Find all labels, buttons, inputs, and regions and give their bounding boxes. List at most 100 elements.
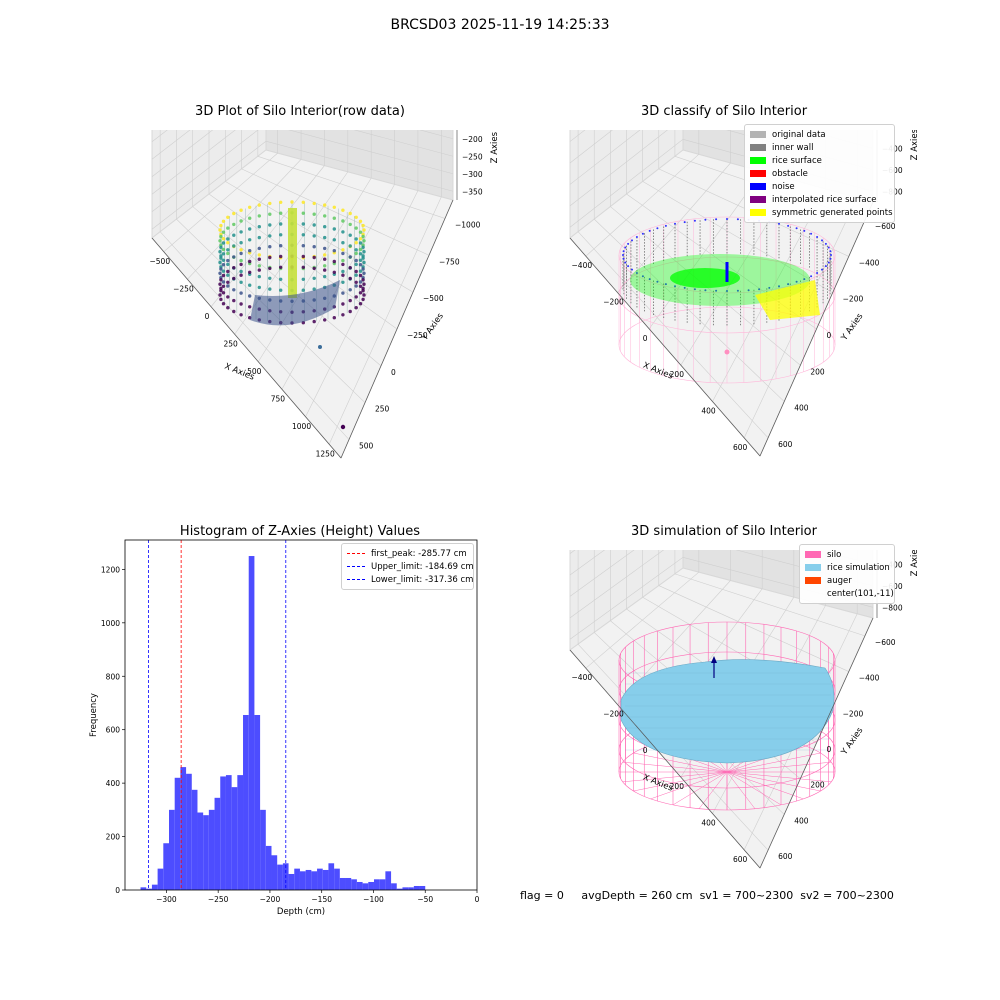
wall-point (218, 282, 222, 286)
wall-point (226, 226, 230, 230)
z-gridline (569, 130, 613, 164)
y-tick-label: 0 (827, 745, 832, 754)
wall-point (348, 298, 352, 303)
wall-point (219, 256, 223, 260)
histogram-bar (157, 868, 164, 890)
histogram-bar (396, 888, 403, 890)
wall-point (341, 269, 345, 274)
noise-point (829, 250, 832, 253)
wall-point (268, 287, 272, 291)
noise-point (622, 257, 625, 260)
x-tick-label: 0 (205, 312, 210, 321)
noise-point (810, 232, 813, 235)
wall-point (257, 274, 261, 279)
wall-point (332, 216, 336, 220)
x-axis-line (569, 237, 761, 457)
legend-label: interpolated rice surface (772, 194, 877, 205)
x-tick-label: −250 (208, 895, 229, 904)
wall-point (232, 222, 236, 227)
wall-point (332, 205, 336, 209)
legend-label: rice surface (772, 155, 822, 166)
silo-floor-spoke (622, 761, 728, 773)
legend-item: first_peak: -285.77 cm (347, 547, 468, 560)
noise-point (829, 257, 832, 260)
wall-point (248, 283, 252, 287)
wall-point (248, 270, 252, 274)
histogram-bar (373, 879, 380, 890)
wall-point (226, 306, 230, 310)
histogram-bar (299, 871, 306, 890)
panel2-legend: original data inner wall rice surface obsta… (744, 124, 895, 223)
wall-point (361, 223, 365, 228)
y-tick-label: 400 (794, 404, 809, 413)
wall-point (221, 258, 226, 262)
wall-point (279, 254, 283, 259)
wall-point (354, 295, 358, 299)
wall-point (358, 284, 363, 288)
noise-point (768, 286, 771, 289)
wall-point (232, 298, 236, 303)
wall-point (232, 288, 236, 292)
legend-swatch (750, 183, 766, 190)
wall-point (341, 251, 345, 256)
wall-point (358, 219, 363, 223)
rice-simulation-surface (620, 659, 835, 764)
histogram-bar (140, 887, 147, 890)
wall-point (232, 309, 236, 314)
wall-point (358, 263, 363, 267)
noise-point (674, 285, 676, 288)
legend-swatch (750, 196, 766, 203)
wall-point (221, 230, 226, 234)
wall-point (362, 228, 366, 232)
silo-floor-spoke (726, 761, 832, 773)
wall-point (312, 234, 316, 238)
wall-point (312, 223, 316, 227)
wall-point (219, 288, 223, 293)
x-axis-label: Depth (cm) (277, 907, 325, 917)
histogram-bar (305, 869, 312, 890)
x-tick-label: 0 (643, 746, 648, 755)
wall-point (268, 266, 272, 271)
histogram-bar (220, 776, 226, 890)
legend-swatch (750, 209, 766, 216)
x-tick-label: −400 (572, 261, 593, 270)
wall-point (279, 222, 283, 226)
noise-point (622, 254, 624, 256)
avg-depth-text: avgDepth = 260 cm (581, 889, 693, 902)
wall-point (341, 230, 345, 234)
wall-point (362, 250, 366, 254)
wall-point (301, 211, 305, 215)
wall-point (323, 268, 327, 272)
y-tick-label: 200 (810, 781, 825, 790)
noise-point (787, 224, 790, 227)
silo-floor-spoke (726, 771, 821, 792)
noise-point (816, 272, 819, 274)
histogram-bar (237, 775, 244, 890)
wall-point (239, 219, 243, 223)
noise-point (824, 265, 827, 268)
noise-point (693, 219, 696, 222)
noise-point (664, 283, 667, 286)
legend-item: symmetric generated points (750, 206, 893, 219)
wall-point (226, 284, 230, 288)
z-axis-label: Z Axies (Depth) (910, 130, 920, 160)
wall-point (354, 241, 358, 245)
wall-point (257, 235, 261, 240)
legend-line (347, 553, 365, 554)
wall-point (323, 257, 327, 261)
y-tick-label: 200 (810, 367, 825, 376)
wall-point (248, 227, 252, 231)
noise-point (635, 236, 638, 238)
wall-point (354, 269, 358, 274)
noise-point (736, 289, 739, 292)
wall-point (354, 280, 358, 284)
wall-point (248, 249, 252, 253)
wall-point (239, 273, 243, 277)
histogram-bar (146, 888, 152, 890)
wall-point (218, 271, 222, 275)
z-gridline (151, 130, 454, 212)
legend-item: rice surface (750, 154, 889, 167)
wall-point (301, 200, 305, 204)
x-tick-label: 600 (733, 443, 748, 452)
wall-point (323, 203, 327, 207)
